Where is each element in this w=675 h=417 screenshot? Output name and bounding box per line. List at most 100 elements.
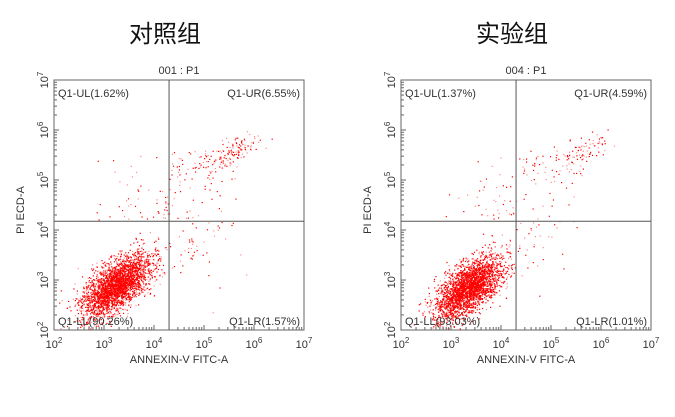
data-point xyxy=(102,277,104,279)
data-point xyxy=(488,290,490,292)
data-point xyxy=(92,298,95,301)
data-point xyxy=(435,325,437,327)
data-point xyxy=(130,286,132,288)
data-point xyxy=(134,272,136,274)
data-point xyxy=(454,320,456,322)
data-point xyxy=(136,293,138,295)
data-point xyxy=(132,285,134,287)
data-point xyxy=(467,282,469,284)
data-point xyxy=(103,288,105,290)
data-point xyxy=(120,261,122,263)
data-point xyxy=(100,311,103,313)
data-point xyxy=(113,297,115,299)
data-point xyxy=(471,253,473,255)
data-point xyxy=(97,270,99,272)
data-point xyxy=(80,306,82,308)
data-point xyxy=(101,273,103,275)
data-point xyxy=(452,295,454,297)
data-point xyxy=(88,303,90,305)
group-title: 对照组 xyxy=(129,20,201,48)
data-point xyxy=(114,290,116,292)
data-point xyxy=(89,298,91,300)
data-point xyxy=(124,292,126,294)
data-point xyxy=(135,266,137,268)
data-point xyxy=(115,278,118,280)
data-point xyxy=(450,302,452,304)
data-point xyxy=(109,274,111,276)
data-point xyxy=(102,314,105,316)
data-point xyxy=(84,314,86,316)
data-point xyxy=(133,294,135,296)
data-point xyxy=(485,298,487,300)
data-point xyxy=(141,266,143,268)
data-point xyxy=(145,284,147,286)
data-point xyxy=(129,270,131,272)
data-point xyxy=(135,304,137,307)
data-point xyxy=(115,274,117,277)
data-point xyxy=(90,285,92,287)
data-point xyxy=(483,293,485,295)
data-point xyxy=(135,265,137,267)
data-point xyxy=(103,275,105,277)
data-point xyxy=(219,156,221,158)
data-point xyxy=(432,315,435,317)
data-point xyxy=(124,278,127,280)
data-point xyxy=(445,285,447,287)
data-point xyxy=(231,178,233,180)
data-point xyxy=(117,293,119,295)
data-point xyxy=(115,274,117,276)
data-point xyxy=(97,299,99,301)
data-point xyxy=(121,250,123,252)
data-point xyxy=(93,300,95,302)
data-point xyxy=(169,242,171,244)
data-point xyxy=(121,291,123,293)
data-point xyxy=(80,310,82,312)
data-point xyxy=(113,307,115,310)
data-point xyxy=(172,165,175,167)
data-point xyxy=(123,291,125,293)
data-point xyxy=(120,267,123,269)
data-point xyxy=(451,312,453,314)
data-point xyxy=(76,298,78,300)
data-point xyxy=(104,299,106,301)
data-point xyxy=(237,154,240,156)
data-point xyxy=(240,156,242,159)
data-point xyxy=(104,261,106,263)
data-point xyxy=(143,271,145,273)
data-point xyxy=(474,291,476,293)
data-point xyxy=(105,282,107,284)
data-point xyxy=(94,305,96,307)
data-point xyxy=(150,269,152,271)
data-point xyxy=(78,299,80,301)
data-point xyxy=(243,156,245,158)
data-point xyxy=(137,288,139,290)
data-point xyxy=(208,222,210,224)
data-point xyxy=(177,171,180,173)
data-point xyxy=(446,305,448,307)
data-point xyxy=(100,274,102,276)
data-point xyxy=(468,301,471,303)
data-point xyxy=(129,283,131,285)
data-point xyxy=(133,262,135,264)
data-point xyxy=(97,291,99,293)
data-point xyxy=(98,300,100,302)
data-point xyxy=(107,303,109,305)
data-point xyxy=(109,270,111,272)
data-point xyxy=(485,309,488,311)
data-point xyxy=(128,304,130,306)
data-point xyxy=(473,266,475,268)
data-point xyxy=(436,290,439,292)
data-point xyxy=(100,280,102,282)
data-point xyxy=(139,255,141,257)
data-point xyxy=(116,293,118,295)
data-point xyxy=(140,254,142,256)
data-point xyxy=(121,259,123,261)
data-point xyxy=(120,304,122,306)
data-point xyxy=(453,278,455,280)
data-point xyxy=(209,189,211,191)
data-point xyxy=(144,275,146,277)
data-point xyxy=(102,262,104,264)
data-point xyxy=(133,267,135,270)
data-point xyxy=(118,299,121,301)
data-point xyxy=(442,314,444,316)
